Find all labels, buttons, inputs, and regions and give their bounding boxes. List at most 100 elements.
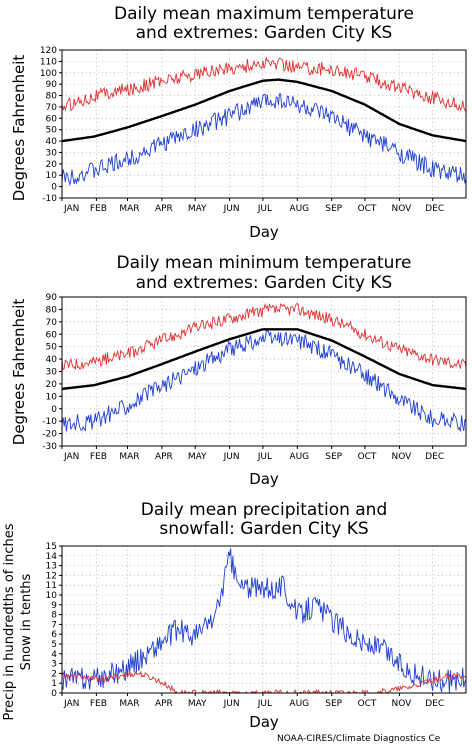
y-tick-label: 10 [46, 591, 58, 601]
y-tick-label: 30 [46, 368, 58, 378]
month-label: JUN [223, 204, 240, 214]
y-tick-label: 30 [46, 148, 58, 158]
y-tick-label: 1 [51, 679, 57, 689]
panel-2-plot-area: -30 -20 -10 0 10 20 30 40 50 60 70 80 90 JAN FEB MAR APR… [42, 293, 467, 462]
y-tick-label: 50 [46, 126, 58, 136]
panel-max-temp: Daily mean maximum temperature and extre… [10, 4, 467, 241]
y-tick-label: 70 [46, 318, 58, 328]
month-label: APR [155, 452, 173, 462]
y-tick-label: 60 [46, 330, 58, 340]
month-label: AUG [289, 452, 309, 462]
y-tick-label: -20 [42, 430, 57, 440]
month-label: JAN [63, 452, 79, 462]
y-tick-label: 6 [51, 630, 57, 640]
panel-min-temp: Daily mean minimum temperature and extre… [10, 253, 467, 488]
y-tick-label: 20 [46, 380, 58, 390]
month-label: SEP [325, 699, 342, 709]
panel-2-ylabel: Degrees Fahrenheit [10, 299, 28, 446]
month-label: FEB [90, 699, 107, 709]
month-label: APR [155, 204, 173, 214]
y-tick-label: 9 [51, 601, 57, 611]
y-tick-label: 15 [46, 542, 57, 552]
series-line-precip [61, 548, 467, 693]
y-tick-label: 3 [51, 660, 57, 670]
month-label: DEC [425, 452, 444, 462]
series-line-mean [61, 78, 467, 143]
panel-3-title-line-2: snowfall: Garden City KS [159, 519, 368, 539]
panel-precip: Daily mean precipitation and snowfall: G… [2, 500, 467, 731]
y-tick-label: 10 [46, 171, 58, 181]
month-label: MAY [188, 699, 207, 709]
y-tick-label: 110 [40, 57, 57, 67]
panel-3-ylabel-line-1: Precip in hundredths of inches [2, 523, 17, 720]
month-label: FEB [90, 204, 107, 214]
plot-frame [61, 49, 467, 199]
month-label: JUL [257, 452, 272, 462]
month-label: JUL [257, 699, 272, 709]
y-tick-label: -10 [42, 417, 57, 427]
y-tick-label: 120 [40, 46, 57, 56]
panel-2-title-line-2: and extremes: Garden City KS [136, 273, 393, 293]
month-label: DEC [425, 204, 444, 214]
month-label: MAR [119, 699, 139, 709]
y-tick-label: -30 [42, 442, 57, 452]
y-tick-label: 0 [51, 689, 57, 699]
panel-1-title-line-2: and extremes: Garden City KS [136, 23, 393, 43]
y-tick-label: 40 [46, 355, 58, 365]
series-line-snow [61, 670, 467, 695]
y-tick-label: 13 [46, 562, 57, 572]
series-line-mean [61, 328, 467, 391]
month-label: JUL [257, 204, 272, 214]
panel-1-xlabel: Day [249, 223, 279, 241]
month-label: FEB [90, 452, 107, 462]
y-tick-label: 5 [51, 640, 57, 650]
y-tick-label: 90 [46, 80, 58, 90]
y-tick-label: 90 [46, 293, 58, 303]
y-tick-label: 80 [46, 305, 58, 315]
y-tick-label: 40 [46, 137, 58, 147]
y-tick-label: 0 [51, 405, 57, 415]
y-tick-label: 11 [46, 581, 57, 591]
credit-text: NOAA-CIRES/Climate Diagnostics Ce [277, 734, 441, 744]
series-line-extreme_min [61, 330, 467, 432]
y-tick-label: 10 [46, 392, 58, 402]
y-tick-label: 2 [51, 669, 57, 679]
y-tick-label: 14 [46, 552, 58, 562]
month-label: NOV [391, 699, 412, 709]
plot-frame [61, 545, 467, 694]
y-tick-label: 4 [51, 650, 57, 660]
panel-2-title-line-1: Daily mean minimum temperature [117, 253, 412, 273]
month-label: SEP [325, 204, 342, 214]
month-label: APR [155, 699, 173, 709]
y-tick-label: 100 [40, 69, 57, 79]
month-label: OCT [358, 699, 377, 709]
y-tick-label: 7 [51, 620, 57, 630]
panel-1-title-line-1: Daily mean maximum temperature [114, 4, 414, 24]
y-tick-label: 8 [51, 611, 57, 621]
y-tick-label: -10 [42, 194, 57, 204]
panel-3-xlabel: Day [249, 713, 279, 731]
panel-3-title-line-1: Daily mean precipitation and [141, 500, 388, 520]
month-label: JUN [223, 699, 240, 709]
month-label: OCT [358, 204, 377, 214]
panel-2-xlabel: Day [249, 470, 279, 488]
month-label: AUG [289, 699, 309, 709]
series-line-extreme_max [61, 302, 467, 371]
month-label: JAN [63, 204, 79, 214]
month-label: MAR [119, 452, 139, 462]
y-tick-label: 60 [46, 114, 58, 124]
month-label: JAN [63, 699, 79, 709]
y-tick-label: 0 [51, 183, 57, 193]
panel-3-ylabel-line-2: Snow in tenths [19, 573, 34, 670]
month-label: NOV [391, 452, 412, 462]
panel-1-ylabel: Degrees Fahrenheit [10, 55, 28, 202]
series-line-extreme_min [61, 93, 467, 187]
y-tick-label: 50 [46, 343, 58, 353]
month-label: JUN [223, 452, 240, 462]
series-line-extreme_max [61, 56, 467, 112]
y-tick-label: 12 [46, 571, 57, 581]
month-label: MAY [188, 204, 207, 214]
